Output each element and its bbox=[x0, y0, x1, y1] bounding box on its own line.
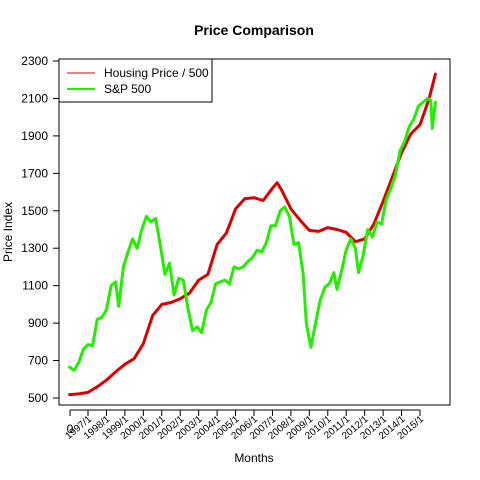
y-tick-label: 2100 bbox=[21, 91, 48, 105]
y-axis: 500 700 900 1100 1300 1500 1700 1900 2100 2300 bbox=[21, 54, 59, 405]
x-axis-label: Months bbox=[234, 451, 273, 465]
x-origin-label: 0 bbox=[67, 422, 74, 436]
legend-box bbox=[58, 58, 213, 103]
legend-label: S&P 500 bbox=[104, 82, 151, 96]
legend: Housing Price / 500 S&P 500 bbox=[58, 58, 213, 103]
y-tick-label: 1500 bbox=[21, 204, 48, 218]
y-tick-label: 1900 bbox=[21, 129, 48, 143]
y-axis-label: Price Index bbox=[1, 202, 15, 262]
housing-price-line bbox=[68, 72, 437, 397]
y-tick-label: 1100 bbox=[22, 279, 48, 293]
x-axis: 01997/11998/11999/12000/12001/12002/1200… bbox=[63, 409, 426, 442]
y-tick-label: 900 bbox=[28, 316, 48, 330]
y-tick-label: 1300 bbox=[21, 241, 48, 255]
legend-label: Housing Price / 500 bbox=[104, 66, 209, 80]
y-tick-label: 2300 bbox=[21, 54, 48, 68]
sp500-line bbox=[68, 96, 437, 372]
y-tick-label: 700 bbox=[28, 354, 48, 368]
series-layer bbox=[68, 72, 437, 397]
y-tick-label: 1700 bbox=[21, 166, 48, 180]
y-tick-label: 500 bbox=[28, 391, 48, 405]
plot-frame bbox=[58, 58, 451, 406]
chart-title: Price Comparison bbox=[194, 22, 314, 38]
